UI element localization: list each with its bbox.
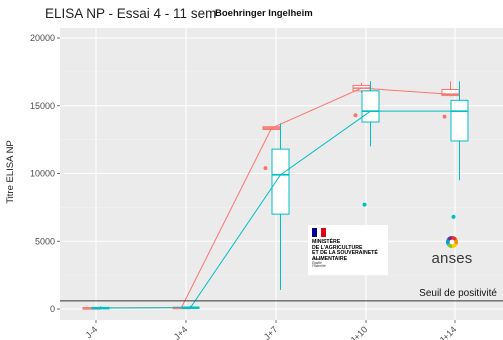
x-tick-label: J+4 [172,324,190,340]
outlier-point [263,166,268,171]
ministry-logo: MINISTÈRE DE L'AGRICULTURE ET DE LA SOUV… [308,225,388,275]
median-line [100,110,460,309]
series-1 [91,81,469,310]
ministry-flag-icon [312,228,327,237]
outlier-point [451,214,456,219]
anses-center [449,239,455,245]
anses-petal [446,239,452,245]
chart-title: ELISA NP - Essai 4 - 11 sem [45,6,217,21]
flag-band-white [316,228,322,237]
x-tick-label: J-4 [83,324,99,340]
y-tick-label: 15000 [30,101,55,111]
outlier-point [442,114,447,119]
y-tick-label: 5000 [35,236,55,246]
box-iqr [271,148,290,215]
x-tick-label: J+10 [348,324,369,340]
x-tick-label: J+14 [437,324,458,340]
threshold-label: Seuil de positivité [419,288,497,299]
brand-label: Boehringer Ingelheim [215,8,313,19]
series-layer [82,81,469,310]
anses-flower-icon [446,236,458,248]
x-tick-label: J+7 [262,324,280,340]
y-tick-label: 0 [50,304,55,314]
anses-petal [452,239,458,245]
flag-band-red [321,228,327,237]
ministry-name: MINISTÈRE DE L'AGRICULTURE ET DE LA SOUV… [312,239,378,262]
outlier-point [362,202,367,207]
box-plot [271,123,290,291]
y-tick-label: 10000 [30,169,55,179]
flag-band-blue [312,228,317,237]
y-tick-label: 20000 [30,33,55,43]
box-plot [450,81,469,219]
outlier-point [353,113,358,118]
threshold-layer: Seuil de positivité [60,288,503,302]
anses-name: anses [431,250,473,267]
box-iqr [361,90,380,123]
box-iqr [450,99,469,142]
ministry-motto: Liberté Égalité Fraternité [312,257,326,269]
y-axis-title: Titre ELISA NP [5,140,16,204]
anses-logo: anses [430,232,474,272]
